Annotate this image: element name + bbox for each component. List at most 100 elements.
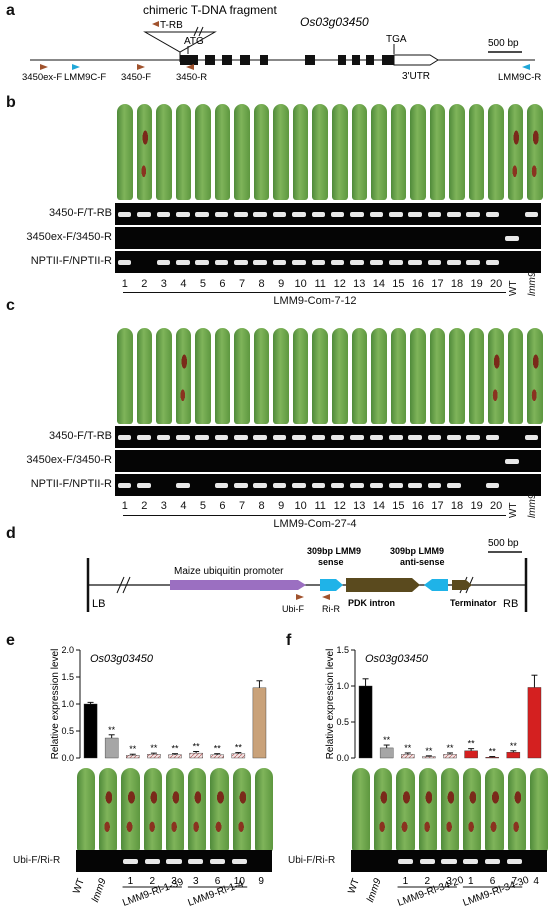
panel-e-leaf [254, 768, 273, 852]
gel-f-band [419, 858, 435, 864]
panel-c-leaf [156, 328, 172, 424]
svg-text:309bp LMM9: 309bp LMM9 [307, 546, 361, 556]
gel-f-band [397, 858, 414, 864]
gel-b1-band [408, 211, 422, 217]
significance-mark: ** [150, 743, 158, 753]
gel-c3-band [388, 482, 403, 488]
gel-b1-band [466, 211, 480, 217]
bar [401, 754, 415, 759]
panel-f-leaf [440, 768, 460, 852]
gel-c3-band [272, 482, 287, 488]
gel-b-primer-1: 3450-F/T-RB [49, 207, 112, 219]
panel-c-leaf [136, 328, 153, 424]
gel-b1-band [253, 211, 267, 217]
gel-b1-band [388, 211, 403, 217]
lane-label: WT [71, 877, 87, 895]
scale-a: 500 bp [488, 38, 519, 49]
bar [443, 754, 457, 759]
panel-e-leaf [188, 768, 207, 852]
gel-e-band [122, 858, 139, 864]
lane-numbers-c: 1 2 3 4 5 6 7 8 9 10 11 12 13 14 15 16 17 18 19 20 WT lmm9 [115, 494, 545, 530]
y-tick-label: 1.0 [336, 681, 349, 691]
gel-c1-band [408, 434, 422, 440]
lane-label: 3 [193, 876, 199, 887]
leaf-photo-row-c [115, 328, 545, 424]
panel-c-leaf [117, 328, 133, 424]
gel-b1-band [156, 211, 171, 217]
bar [231, 753, 246, 759]
rb-label: RB [503, 598, 518, 610]
gel-f-band [441, 858, 457, 864]
promoter-label: Maize ubiquitin promoter [174, 566, 284, 577]
intron-label: PDK intron [348, 598, 395, 608]
panel-e-leaf [143, 768, 162, 852]
significance-mark: ** [404, 743, 412, 753]
gene-structure-diagram: chimeric T-DNA fragment Os03g03450 T-RB … [22, 3, 541, 83]
panel-c-lane-number: 19 [470, 500, 483, 512]
panel-b-lane-number: 11 [314, 278, 326, 290]
lane-label: 4 [533, 876, 539, 887]
lane-label: 10 [234, 876, 246, 887]
panel-c-mut-label: lmm9 [527, 493, 539, 518]
panel-b-lane-number: 8 [258, 278, 265, 290]
panel-e-leaf [99, 768, 118, 852]
gel-c1-band [292, 434, 306, 440]
gene-name: Os03g03450 [300, 15, 369, 29]
line-underline-b [123, 292, 506, 293]
gel-c-2 [115, 450, 541, 472]
gel-b1-band [272, 211, 287, 217]
gel-b1-band [447, 211, 461, 217]
panel-b-leaf [136, 104, 153, 200]
gel-e-band [188, 858, 204, 864]
panel-c-lane-number: 8 [258, 500, 265, 512]
bar [527, 687, 542, 759]
panel-c-leaf [410, 328, 426, 424]
gel-e-band [209, 858, 226, 864]
panel-c-lane-number: 3 [160, 500, 167, 512]
gel-b1-band [350, 211, 364, 217]
panel-b-leaf [429, 104, 446, 200]
gel-b3-band [253, 259, 267, 265]
gel-b3-band [214, 259, 229, 265]
panel-b-leaf [449, 104, 465, 200]
panel-c-lane-number: 5 [199, 500, 206, 512]
gel-f-primer: Ubi-F/Ri-R [288, 855, 336, 866]
panel-b-lane-number: 16 [411, 278, 425, 290]
panel-c-leaf [292, 328, 309, 424]
panel-c-lane-number: 14 [372, 500, 385, 512]
gel-b3-band [485, 259, 500, 265]
panel-b-leaf [332, 104, 348, 200]
panel-b-leaf [312, 104, 328, 200]
svg-text:anti-sense: anti-sense [400, 557, 445, 567]
svg-text:3450ex-F: 3450ex-F [22, 72, 62, 83]
sense-block [320, 579, 343, 591]
panel-c-lane-number: 12 [333, 500, 346, 512]
bar [464, 750, 478, 759]
panel-b-lane-number: 14 [372, 278, 385, 290]
gel-b2-band [505, 235, 519, 241]
gel-c1-band [214, 434, 229, 440]
y-tick-label: 0.5 [61, 726, 74, 736]
panel-b-leaf [507, 104, 524, 200]
gel-c1-band [253, 434, 267, 440]
panel-c-leaf [332, 328, 348, 424]
gel-b3-band [427, 259, 442, 265]
panel-b-lane-number: 7 [238, 278, 246, 290]
atg-label: ATG [184, 36, 204, 47]
gel-c3-band [350, 482, 364, 488]
panel-c-lane-number: 7 [238, 500, 246, 512]
gel-f-band [463, 858, 479, 864]
panel-f-leaf [396, 768, 415, 852]
panel-c-leaf [175, 328, 192, 424]
scale-d: 500 bp [488, 538, 519, 549]
panel-c-leaf [273, 328, 289, 424]
gel-e-band [144, 858, 160, 864]
gel-e-band [166, 858, 182, 864]
gel-c2-band [505, 458, 519, 464]
gel-c1-band [156, 434, 171, 440]
leaf-photo-row-b [115, 104, 545, 200]
gel-b1-band [137, 211, 151, 217]
lane-label: 2 [149, 876, 155, 887]
gel-c-3 [115, 474, 541, 496]
